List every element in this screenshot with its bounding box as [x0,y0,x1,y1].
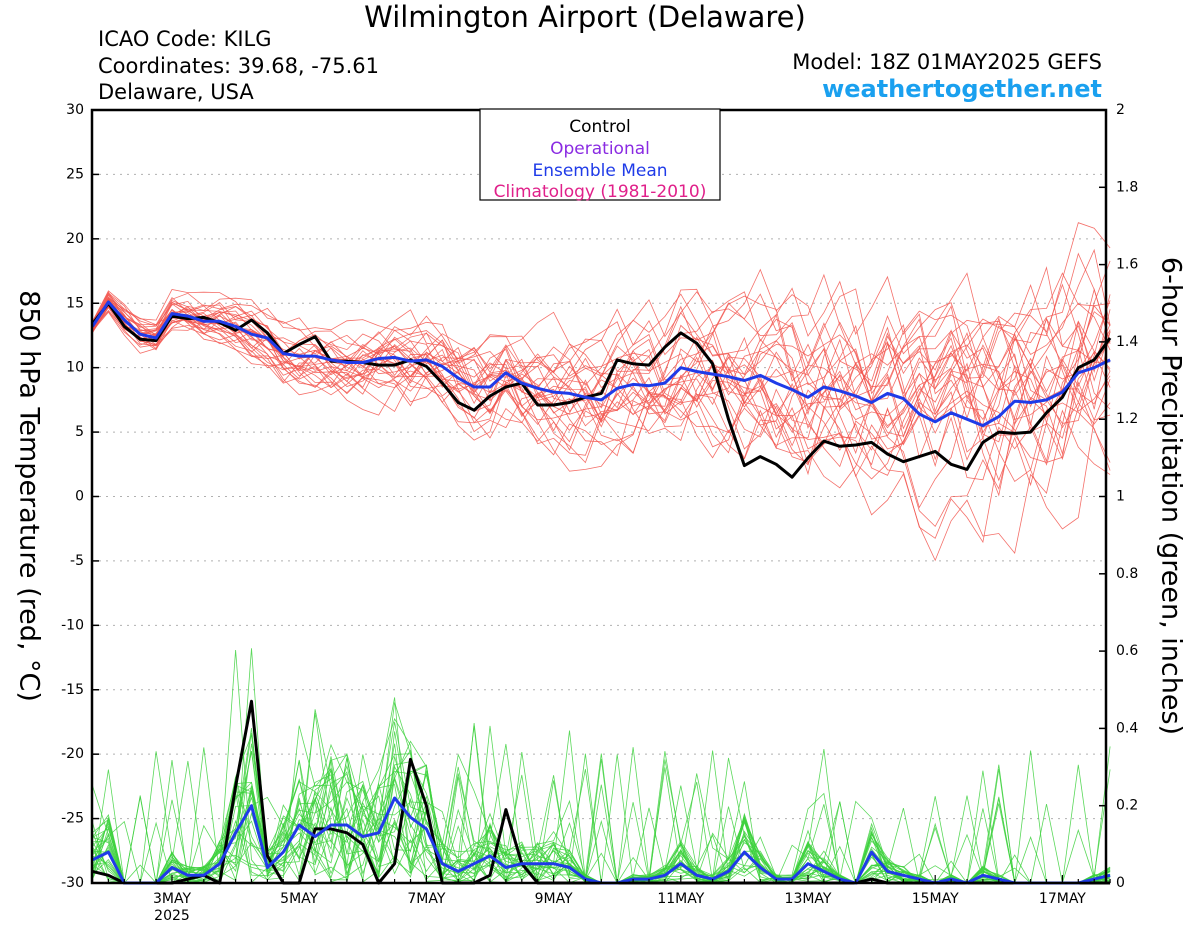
temperature-member-line [92,302,1111,528]
temperature-member-line [92,288,1111,426]
precipitation-member-line [92,731,1111,884]
legend-climatology: Climatology (1981-2010) [494,182,707,202]
region: Delaware, USA [98,80,254,104]
x-axis-ticks: 3MAY 5MAY 7MAY 9MAY 11MAY 13MAY 15MAY 17MAY 2025 [91,875,1111,924]
legend-box [479,108,721,201]
y-tick-label: -10 [61,617,84,633]
y-tick-label: 10 [66,360,84,376]
model-run: Model: 18Z 01MAY2025 GEFS [792,50,1102,74]
legend-ensemble-mean: Ensemble Mean [532,161,667,181]
x-tick-label: 3MAY [153,891,191,907]
ensemble-members [92,222,1111,885]
y-tick-label: 5 [75,424,84,440]
y-tick-label: 20 [66,231,84,247]
y2-tick-label: 1 [1116,489,1125,505]
y-tick-label: 0 [75,489,84,505]
temperature-member-line [92,275,1111,461]
x-year-label: 2025 [154,908,190,924]
y-tick-label: 30 [66,102,84,118]
temperature-member-line [92,293,1111,509]
y2-tick-label: 0.2 [1116,798,1138,814]
y2-axis-label: 6-hour Precipitation (green, inches) [1156,257,1187,735]
x-tick-label: 7MAY [407,891,445,907]
temperature-member-line [92,302,1111,463]
icao-code: ICAO Code: KILG [98,27,272,51]
x-tick-label: 17MAY [1039,891,1086,907]
x-tick-label: 5MAY [280,891,318,907]
y2-tick-label: 1.8 [1116,179,1138,195]
x-tick-label: 9MAY [535,891,573,907]
y2-tick-label: 0.8 [1116,566,1138,582]
temperature-member-line [92,301,1111,530]
y2-tick-label: 1.6 [1116,257,1138,273]
coordinates: Coordinates: 39.68, -75.61 [98,54,379,78]
y-tick-label: -15 [61,682,84,698]
temperature-member-line [92,292,1111,468]
temperature-member-line [92,305,1111,482]
precipitation-member-line [92,784,1111,884]
x-tick-label: 11MAY [657,891,704,907]
legend-operational: Operational [550,139,650,159]
left-axis-ticks: 30 25 20 15 10 5 0 -5 -10 -15 -20 -25 -30 [61,102,99,891]
temperature-member-line [92,303,1111,480]
y-tick-label: 25 [66,166,84,182]
y-tick-label: -30 [61,875,84,891]
legend-control: Control [569,117,630,137]
y-tick-label: -25 [61,811,84,827]
y2-tick-label: 0.6 [1116,643,1138,659]
y2-tick-label: 2 [1116,102,1125,118]
y-axis-label: 850 hPa Temperature (red, °C) [14,290,45,702]
ensemble-mean-temperature-line [91,300,1111,428]
site-name[interactable]: weathertogether.net [822,75,1102,103]
right-axis-ticks: 2 1.8 1.6 1.4 1.2 1 0.8 0.6 0.4 0.2 0 [1099,102,1138,891]
y-tick-label: -5 [70,553,84,569]
y-tick-label: 15 [66,295,84,311]
temperature-member-line [92,248,1111,464]
temperature-member-line [92,294,1111,489]
x-tick-label: 13MAY [785,891,832,907]
y-tick-label: -20 [61,746,84,762]
y2-tick-label: 0 [1116,875,1125,891]
temperature-member-line [92,268,1111,456]
x-tick-label: 15MAY [912,891,959,907]
chart-title: Wilmington Airport (Delaware) [364,0,806,34]
y2-tick-label: 1.4 [1116,334,1138,350]
temperature-member-line [92,266,1111,454]
legend: Control Operational Ensemble Mean Climat… [479,108,721,202]
y2-tick-label: 0.4 [1116,720,1138,736]
precipitation-member-line [92,784,1111,885]
y2-tick-label: 1.2 [1116,411,1138,427]
control-temperature-line [91,301,1112,479]
